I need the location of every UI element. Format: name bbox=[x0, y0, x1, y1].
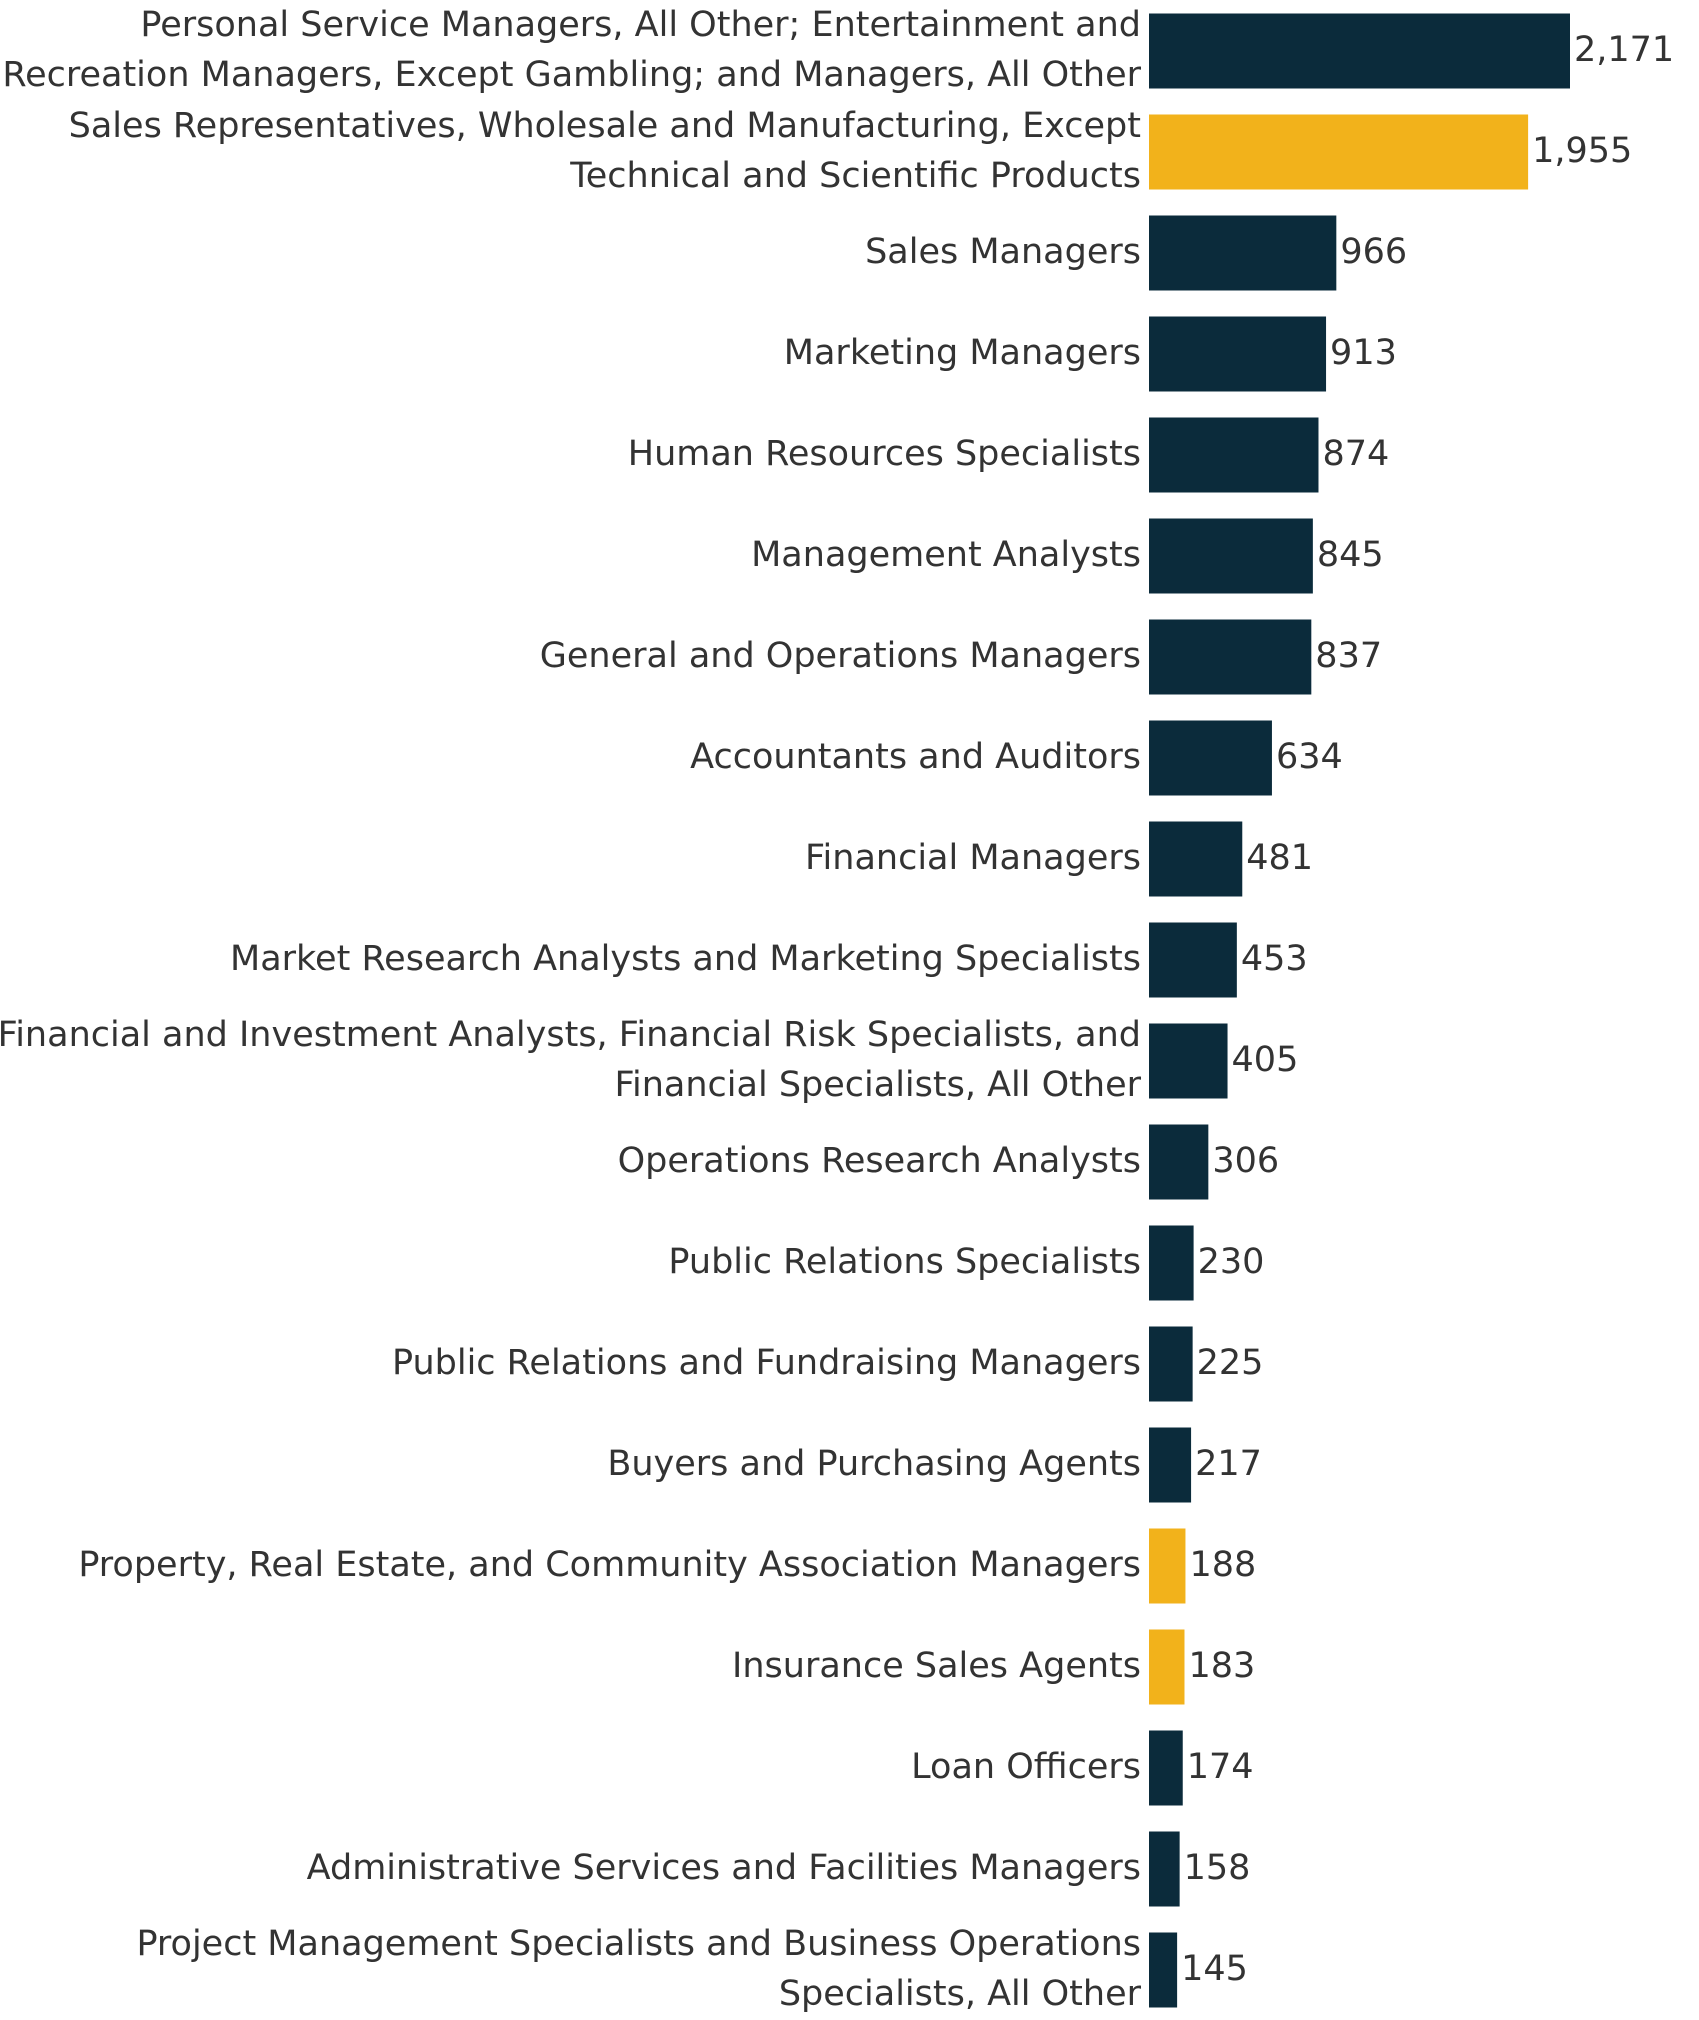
category-label: Administrative Services and Facilities M… bbox=[307, 1848, 1141, 1888]
value-label: 966 bbox=[1340, 232, 1407, 272]
category-label: Specialists, All Other bbox=[779, 1974, 1142, 2014]
bar bbox=[1149, 720, 1272, 796]
category-label: Property, Real Estate, and Community Ass… bbox=[78, 1545, 1141, 1585]
value-label: 405 bbox=[1232, 1040, 1299, 1080]
bar bbox=[1149, 619, 1312, 695]
category-label: Project Management Specialists and Busin… bbox=[136, 1924, 1141, 1964]
value-label: 837 bbox=[1315, 636, 1382, 676]
bar bbox=[1149, 1831, 1180, 1907]
bar bbox=[1149, 518, 1313, 594]
bar bbox=[1149, 1023, 1228, 1099]
bar bbox=[1149, 1427, 1192, 1503]
bar bbox=[1149, 1124, 1209, 1200]
category-label: Financial Specialists, All Other bbox=[614, 1065, 1141, 1105]
bar bbox=[1149, 316, 1327, 392]
category-label: Personal Service Managers, All Other; En… bbox=[140, 5, 1141, 45]
value-label: 230 bbox=[1198, 1242, 1265, 1282]
value-label: 481 bbox=[1246, 838, 1313, 878]
bar bbox=[1149, 215, 1337, 291]
category-label: Public Relations Specialists bbox=[668, 1242, 1141, 1282]
bar bbox=[1149, 821, 1243, 897]
category-label: Insurance Sales Agents bbox=[732, 1646, 1141, 1686]
value-label: 174 bbox=[1187, 1747, 1254, 1787]
bar bbox=[1149, 1932, 1178, 2008]
category-label: Sales Representatives, Wholesale and Man… bbox=[69, 106, 1141, 146]
value-label: 188 bbox=[1189, 1545, 1256, 1585]
category-label: General and Operations Managers bbox=[540, 636, 1141, 676]
bar bbox=[1149, 1730, 1183, 1806]
bar bbox=[1149, 1629, 1185, 1705]
category-label: Accountants and Auditors bbox=[690, 737, 1141, 777]
value-label: 306 bbox=[1212, 1141, 1279, 1181]
category-label: Human Resources Specialists bbox=[628, 434, 1141, 474]
value-label: 2,171 bbox=[1574, 30, 1674, 70]
category-label: Marketing Managers bbox=[784, 333, 1141, 373]
value-label: 158 bbox=[1184, 1848, 1251, 1888]
value-label: 874 bbox=[1322, 434, 1389, 474]
category-label: Financial and Investment Analysts, Finan… bbox=[0, 1015, 1141, 1055]
bar bbox=[1149, 1528, 1186, 1604]
bar bbox=[1149, 114, 1529, 190]
category-label: Buyers and Purchasing Agents bbox=[607, 1444, 1141, 1484]
bar bbox=[1149, 922, 1237, 998]
value-label: 217 bbox=[1195, 1444, 1262, 1484]
bar bbox=[1149, 1225, 1194, 1301]
value-label: 634 bbox=[1276, 737, 1343, 777]
value-label: 913 bbox=[1330, 333, 1397, 373]
category-label: Recreation Managers, Except Gambling; an… bbox=[2, 55, 1141, 95]
bar bbox=[1149, 1326, 1193, 1402]
value-label: 453 bbox=[1241, 939, 1308, 979]
value-label: 145 bbox=[1181, 1949, 1248, 1989]
bar bbox=[1149, 417, 1319, 493]
value-label: 183 bbox=[1188, 1646, 1255, 1686]
category-label: Public Relations and Fundraising Manager… bbox=[392, 1343, 1141, 1383]
category-label: Loan Officers bbox=[911, 1747, 1141, 1787]
category-label: Market Research Analysts and Marketing S… bbox=[230, 939, 1141, 979]
category-label: Financial Managers bbox=[805, 838, 1141, 878]
category-label: Sales Managers bbox=[865, 232, 1141, 272]
category-label: Technical and Scientific Products bbox=[569, 156, 1141, 196]
value-labels: 2,171 1,955 966 913 874 845 837 634 481 453 405 306… bbox=[1181, 30, 1674, 1989]
value-label: 1,955 bbox=[1532, 131, 1632, 171]
value-label: 845 bbox=[1317, 535, 1384, 575]
category-label: Management Analysts bbox=[751, 535, 1141, 575]
value-label: 225 bbox=[1197, 1343, 1264, 1383]
bar bbox=[1149, 13, 1570, 89]
bars bbox=[1149, 13, 1570, 2008]
category-labels: Personal Service Managers, All Other; En… bbox=[0, 5, 1142, 2014]
category-label: Operations Research Analysts bbox=[618, 1141, 1141, 1181]
